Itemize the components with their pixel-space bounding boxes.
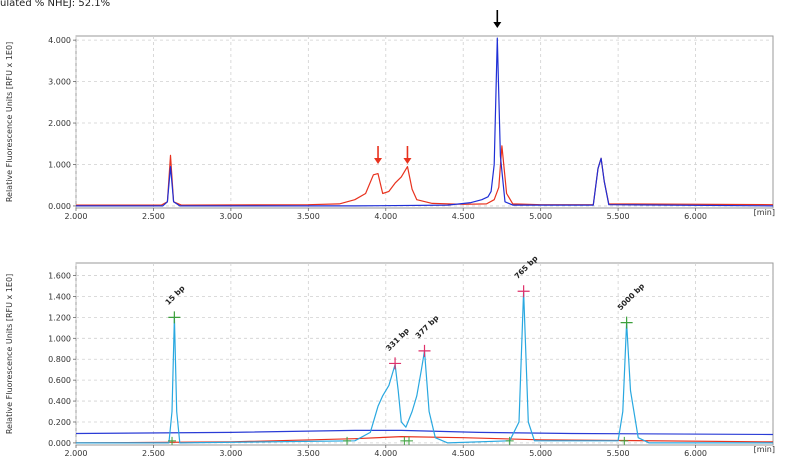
y-tick-label: 1.600: [48, 272, 71, 281]
y-tick-label: 0.200: [48, 418, 71, 427]
plot-area: [75, 35, 774, 209]
x-tick-label: 5.000: [529, 449, 552, 458]
arrow-head: [403, 158, 412, 164]
x-tick-label: 3.500: [297, 449, 320, 458]
x-tick-label: 6.000: [684, 212, 707, 221]
arrow-head: [374, 158, 383, 164]
top-electropherogram: 2.000 2.500 3.000 3.500 4.000 4.500 5.000 5.500…: [5, 10, 775, 221]
x-tick-label: 4.000: [374, 449, 397, 458]
baseline-marker: [620, 436, 629, 445]
y-tick-label: 1.000: [48, 160, 71, 169]
y-axis-label: Relative Fluorescence Units [RFU x 1E0]: [5, 42, 14, 202]
series-line-cyan: [76, 290, 773, 444]
series-line-blue: [76, 37, 774, 207]
y-tick-label: 0.600: [48, 376, 71, 385]
x-unit-label: [min]: [754, 445, 775, 454]
x-tick-label: 5.500: [607, 212, 630, 221]
baseline-marker: [505, 436, 514, 445]
peak-marker: [418, 344, 431, 357]
y-tick-label: 0.000: [48, 202, 71, 211]
x-tick-label: 6.000: [684, 449, 707, 458]
y-axis-label: Relative Fluorescence Units [RFU x 1E0]: [5, 274, 14, 434]
y-tick-label: 1.000: [48, 334, 71, 343]
y-tick-label: 0.400: [48, 397, 71, 406]
x-tick-label: 4.500: [452, 449, 475, 458]
baseline-marker: [168, 436, 177, 445]
x-tick-label: 2.500: [142, 449, 165, 458]
arrow-head: [493, 22, 502, 28]
x-unit-label: [min]: [754, 208, 775, 217]
series-line-lightblue: [75, 429, 774, 436]
x-tick-label: 5.500: [607, 449, 630, 458]
baseline-marker: [405, 436, 414, 445]
x-tick-label: 4.500: [452, 212, 475, 221]
y-tick-label: 4.000: [48, 36, 71, 45]
baseline-marker: [343, 436, 352, 445]
x-tick-label: 5.000: [529, 212, 552, 221]
x-tick-label: 4.000: [374, 212, 397, 221]
y-tick-label: 1.400: [48, 292, 71, 301]
x-tick-label: 3.000: [219, 212, 242, 221]
peak-marker: [517, 285, 530, 298]
x-tick-label: 2.000: [65, 449, 88, 458]
caption-text: ulated % NHEJ: 52.1%: [0, 0, 111, 9]
y-tick-label: 1.200: [48, 313, 71, 322]
x-tick-label: 3.000: [219, 449, 242, 458]
y-tick-label: 2.000: [48, 119, 71, 128]
peak-marker: [620, 316, 633, 329]
peak-marker: [168, 311, 181, 324]
bottom-electropherogram: 2.000 2.500 3.000 3.500 4.000 4.500 5.000 5.500…: [5, 253, 775, 458]
peak-marker: [389, 357, 402, 370]
x-tick-label: 2.500: [142, 212, 165, 221]
y-tick-label: 0.000: [48, 439, 71, 448]
x-tick-label: 2.000: [65, 212, 88, 221]
y-tick-label: 3.000: [48, 78, 71, 87]
x-tick-label: 3.500: [297, 212, 320, 221]
y-tick-label: 0.800: [48, 355, 71, 364]
